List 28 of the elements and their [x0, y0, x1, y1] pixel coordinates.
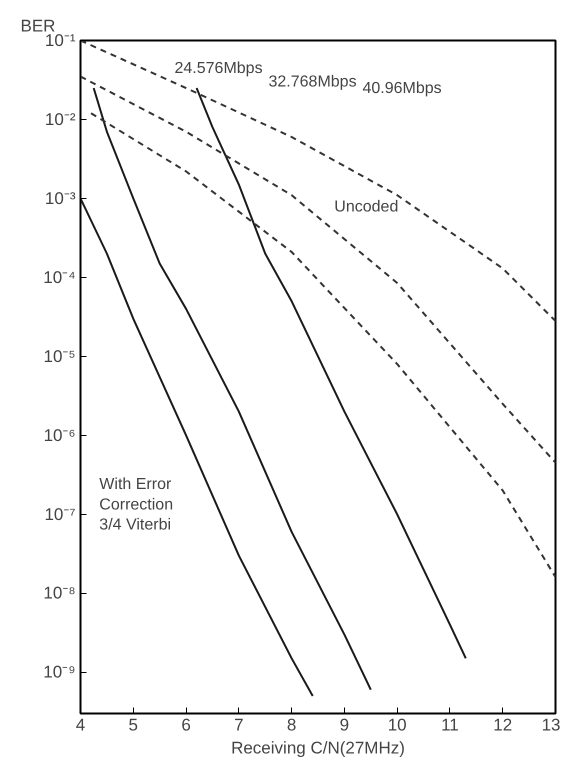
x-tick-label: 4 [76, 716, 86, 734]
line-series [80, 197, 314, 697]
x-tick-label: 13 [542, 716, 561, 734]
annotation: 24.576Mbps [174, 60, 263, 78]
annotation: With Error Correction 3/4 Viterbi [99, 476, 174, 534]
y-tick-label: 10⁻⁶ [44, 426, 76, 445]
line-series [80, 40, 556, 322]
annotation: 32.768Mbps [268, 73, 357, 90]
x-tick-label: 11 [441, 716, 459, 734]
x-tick-label: 10 [388, 716, 407, 734]
y-tick-label: 10⁻⁴ [43, 268, 76, 287]
y-tick-label: 10⁻³ [44, 188, 76, 208]
y-tick-label: 10⁻⁵ [44, 346, 76, 366]
annotation: 40.96Mbps [362, 80, 442, 97]
x-tick-label: 5 [128, 716, 138, 734]
x-axis-title: Receiving C/N(27MHz) [231, 738, 405, 758]
line-series [90, 112, 556, 578]
x-tick-label: 6 [181, 716, 191, 734]
y-tick-label: 10⁻⁸ [43, 584, 76, 603]
y-tick-label: 10⁻² [44, 110, 76, 129]
y-tick-label: 10⁻⁷ [44, 504, 76, 524]
annotation: Uncoded [334, 198, 398, 216]
y-tick-label: 10⁻⁹ [43, 662, 76, 682]
x-tick-label: 9 [340, 716, 350, 734]
x-tick-label: 8 [286, 716, 296, 734]
x-tick-label: 7 [234, 716, 244, 734]
x-tick-label: 12 [493, 716, 512, 734]
line-series [80, 76, 556, 464]
